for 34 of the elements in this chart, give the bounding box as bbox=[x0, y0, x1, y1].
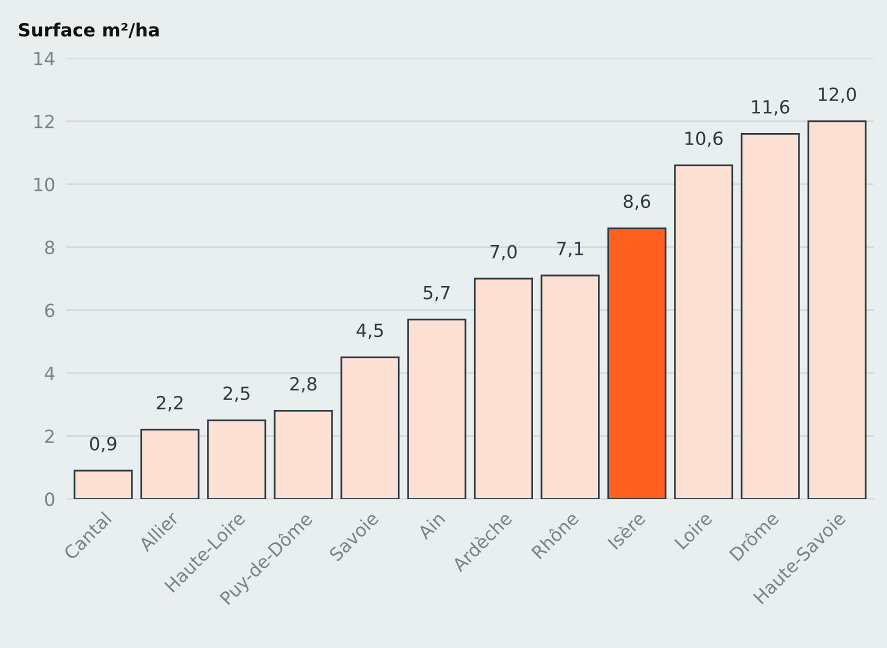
data-label: 2,2 bbox=[156, 396, 182, 412]
bar bbox=[607, 227, 666, 499]
bar bbox=[340, 356, 400, 499]
bar bbox=[407, 318, 466, 499]
bar bbox=[540, 274, 600, 499]
bar bbox=[140, 428, 200, 499]
data-label: 8,6 bbox=[624, 194, 650, 210]
data-label: 10,6 bbox=[685, 132, 723, 148]
y-tick-label: 0 bbox=[45, 492, 54, 506]
data-label: 2,5 bbox=[224, 386, 250, 402]
y-tick-label: 2 bbox=[45, 429, 54, 443]
data-label: 7,0 bbox=[490, 244, 517, 260]
data-label: 12,0 bbox=[818, 87, 856, 103]
y-tick-label: 14 bbox=[34, 52, 54, 66]
bar bbox=[74, 470, 133, 499]
x-tick-label: Ain bbox=[416, 511, 446, 540]
data-label: 2,8 bbox=[290, 377, 316, 393]
bar bbox=[474, 278, 533, 499]
data-label: 5,7 bbox=[424, 286, 450, 302]
bar bbox=[207, 419, 266, 499]
data-label: 11,6 bbox=[752, 100, 790, 116]
y-tick-label: 6 bbox=[45, 304, 54, 318]
y-tick-label: 10 bbox=[34, 178, 54, 192]
bar bbox=[274, 410, 333, 499]
bar bbox=[740, 133, 800, 499]
data-label: 0,9 bbox=[90, 436, 116, 452]
y-tick-label: 4 bbox=[44, 366, 54, 380]
y-tick-label: 8 bbox=[45, 240, 54, 254]
bar bbox=[674, 164, 734, 499]
data-label: 7,1 bbox=[557, 242, 583, 258]
y-axis-title: Surface m²/ha bbox=[19, 22, 159, 38]
data-label: 4,5 bbox=[356, 324, 383, 340]
y-tick-label: 12 bbox=[34, 114, 54, 128]
bar bbox=[807, 120, 867, 499]
